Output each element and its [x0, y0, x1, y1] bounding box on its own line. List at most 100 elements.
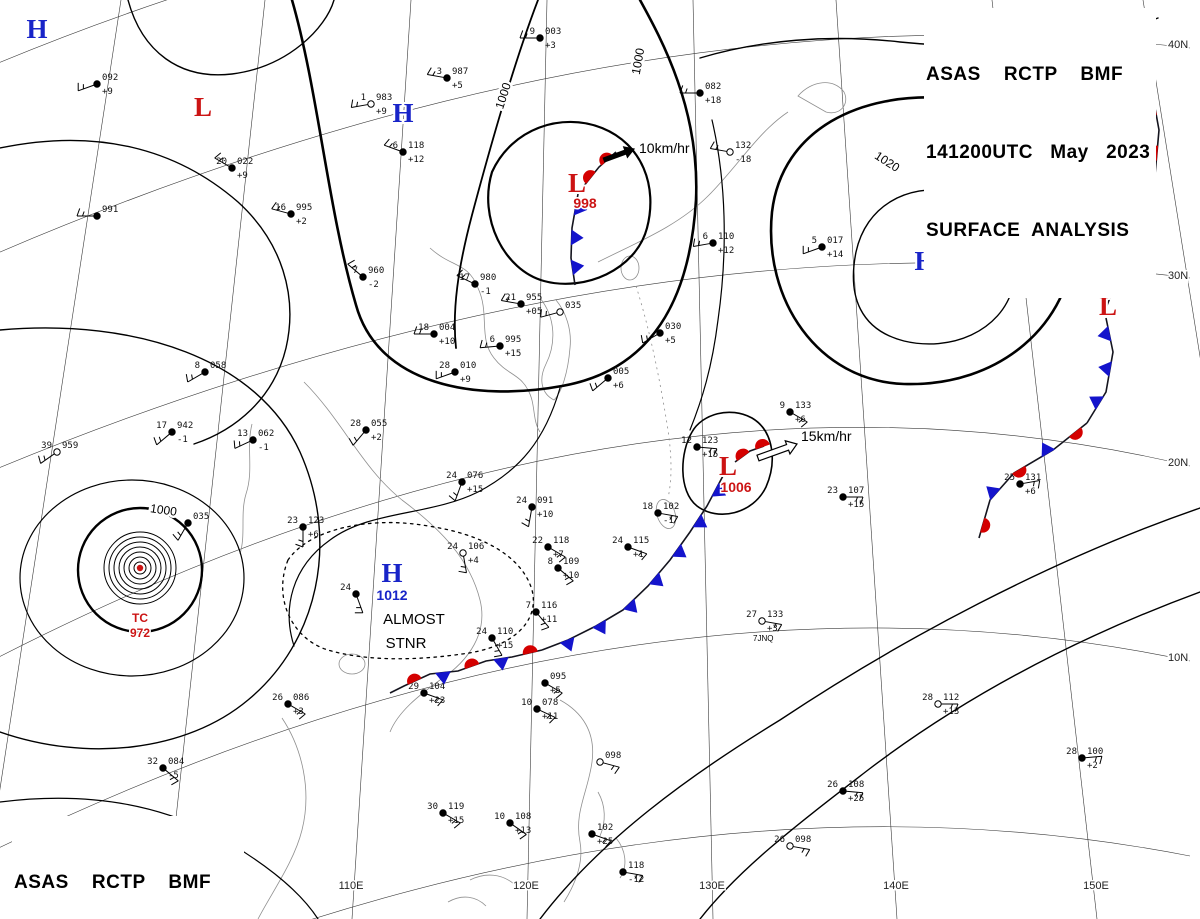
cold-front-triangle: [435, 671, 451, 685]
station-circle: [459, 549, 467, 557]
wind-barb-tick: [685, 88, 688, 94]
station-plot: 005+6: [589, 367, 629, 392]
wind-barb-tick: [564, 576, 570, 581]
station-circle: [93, 80, 101, 88]
pressure-letter: H: [26, 14, 47, 44]
wind-barb-tick: [1099, 756, 1103, 765]
station-circle: [420, 689, 428, 697]
station-temp: 6: [490, 335, 495, 345]
station-temp: 18: [642, 502, 653, 512]
station-plot: 24 091 +10: [516, 496, 553, 528]
wind-barb-tick: [605, 840, 612, 848]
station-pressure: 109: [563, 557, 579, 567]
station-pressure: 942: [177, 421, 193, 431]
wind-barb: [426, 693, 443, 701]
longitude-label: 150E: [1083, 880, 1109, 892]
station-pressure: 112: [943, 693, 959, 703]
graticule: [312, 826, 1191, 919]
cold-front-triangle: [1097, 325, 1112, 342]
station-temp: 18: [418, 323, 429, 333]
wind-barb-tick: [555, 692, 563, 699]
station-pressure: 118: [628, 861, 644, 871]
warm-front-semicircle: [755, 439, 770, 450]
latitude-label: 10N: [1168, 652, 1188, 664]
tc-ring: [103, 531, 177, 605]
station-temp: 28: [922, 693, 933, 703]
station-pressure: 005: [613, 367, 629, 377]
station-pressure: 980: [480, 273, 496, 283]
graticule: [835, 0, 898, 919]
station-plot: 28 100 +2: [1066, 747, 1103, 771]
warm-front-semicircle: [407, 673, 422, 685]
station-code: 7JNQ: [753, 634, 773, 643]
wind-barb-tick: [451, 819, 456, 824]
station-pressure: 076: [467, 471, 483, 481]
station-temp: 13: [237, 429, 248, 439]
station-tendency: +3: [293, 707, 304, 717]
arrow-shape: [756, 439, 798, 462]
tc-ring: [128, 556, 152, 580]
station-tendency: +12: [718, 246, 734, 256]
station-tendency: +11: [542, 712, 558, 722]
isobar-tc-outer: [19, 479, 245, 677]
coastlines: [239, 423, 253, 555]
wind-barb-tick: [460, 565, 466, 568]
arrow-shape: [602, 146, 636, 163]
station-temp: 28: [350, 419, 361, 429]
wind-barb-tick: [437, 699, 444, 707]
station-circle: [439, 809, 447, 817]
cold-front-triangle: [648, 572, 664, 587]
station-temp: 16: [275, 203, 286, 213]
wind-barb-tick: [219, 157, 224, 162]
station-plot: 23 123 +6: [287, 516, 324, 548]
station-temp: 30: [427, 802, 438, 812]
wind-barb-tick: [692, 238, 696, 247]
station-pressure: 133: [767, 610, 783, 620]
wind-barb: [234, 440, 251, 449]
station-pressure: 955: [526, 293, 542, 303]
wind-barb-tick: [413, 326, 418, 335]
station-temp: 21: [505, 293, 516, 303]
station-temp: 6: [703, 232, 708, 242]
station-temp: 24: [516, 496, 527, 506]
station-tendency: +7: [553, 550, 564, 560]
station-circle: [496, 342, 504, 350]
wind-barb-tick: [295, 543, 304, 548]
station-plot: 30 119 +15: [427, 802, 464, 829]
station-circle: [693, 443, 701, 451]
latitude-label: 20N: [1168, 457, 1188, 469]
station-tendency: -5: [168, 771, 179, 781]
station-tendency: +11: [541, 615, 557, 625]
wind-barb-tick: [356, 101, 359, 107]
wind-barb-tick: [698, 240, 701, 246]
wind-barb: [456, 275, 473, 284]
station-plot: 28 010 +9: [435, 361, 476, 385]
station-circle: [624, 543, 632, 551]
warm-front-l1006: [734, 439, 770, 463]
station-tendency: -1: [177, 435, 188, 445]
station-pressure: 995: [505, 335, 521, 345]
station-plot: 24 110 +15: [476, 627, 513, 658]
wind-barb-tick: [638, 551, 643, 556]
pressure-letter: H: [381, 558, 402, 588]
station-tendency: +6: [1025, 487, 1036, 497]
longitude-label: 130E: [699, 880, 725, 892]
station-circle: [399, 148, 407, 156]
station-circle: [159, 764, 167, 772]
coastlines: [469, 874, 515, 885]
wind-barb-tick: [76, 208, 81, 217]
station-plot: 24: [340, 583, 364, 614]
wind-barb: [710, 148, 727, 152]
wind-barb: [40, 453, 55, 464]
station-pressure: 987: [452, 67, 468, 77]
station-plot: 32 084 -5: [147, 757, 184, 786]
wind-barb: [792, 413, 808, 423]
wind-barb-tick: [713, 448, 718, 457]
wind-barb-tick: [233, 440, 236, 449]
valid-time: 141200UTC May 2023: [926, 142, 1151, 163]
station-temp: 23: [827, 486, 838, 496]
latitude-label: 30N: [1168, 270, 1188, 282]
station-circle: [451, 368, 459, 376]
